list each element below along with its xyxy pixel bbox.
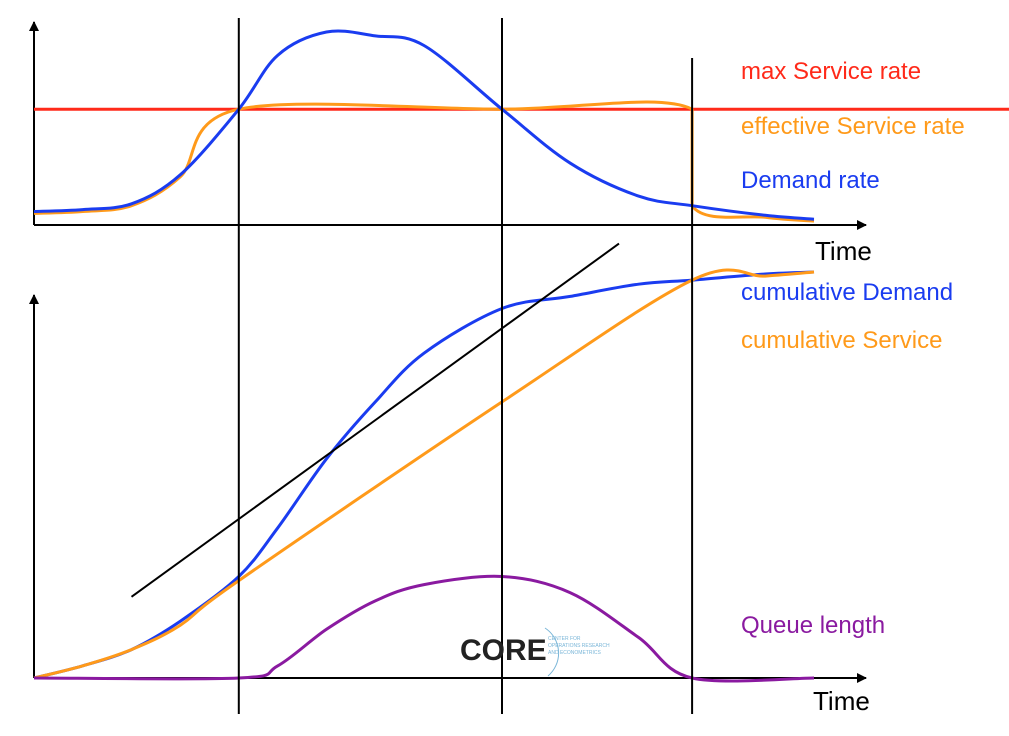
- legend-cumulative-service: cumulative Service: [741, 327, 942, 354]
- core-logo-word: CORE: [460, 634, 547, 667]
- legend-max-service-rate: max Service rate: [741, 58, 921, 85]
- top-x-axis-title: Time: [815, 236, 872, 266]
- top-legend: max Service rate effective Service rate …: [741, 58, 965, 194]
- bottom-series-cumulative-demand: [33, 270, 815, 680]
- core-logo-sub-3: AND ECONOMETRICS: [548, 650, 601, 656]
- top-series-demand-rate: [33, 29, 815, 221]
- core-logo: CORE CENTER FOR OPERATIONS RESEARCH AND …: [460, 627, 610, 677]
- core-logo-sub-1: CENTER FOR: [548, 636, 581, 642]
- legend-queue-length: Queue length: [741, 612, 885, 639]
- legend-demand-rate: Demand rate: [741, 167, 880, 194]
- top-chart: Time max Service rate effective Service …: [29, 21, 1009, 266]
- core-logo-sub-2: OPERATIONS RESEARCH: [548, 643, 610, 649]
- top-series-effective-service-rate: [33, 100, 815, 223]
- bottom-x-axis-title: Time: [813, 686, 870, 716]
- bottom-legend: cumulative Demand cumulative Service Que…: [741, 279, 953, 639]
- event-lines: [237, 18, 694, 714]
- legend-effective-service-rate: effective Service rate: [741, 113, 965, 140]
- legend-cumulative-demand: cumulative Demand: [741, 279, 953, 306]
- core-logo-arc: [544, 627, 560, 677]
- bottom-series-queue-length: [33, 574, 815, 683]
- bottom-series-cumulative-service: [33, 268, 815, 680]
- bottom-series-tangent-guide: [130, 242, 620, 598]
- bottom-chart: Time cumulative Demand cumulative Servic…: [29, 242, 953, 716]
